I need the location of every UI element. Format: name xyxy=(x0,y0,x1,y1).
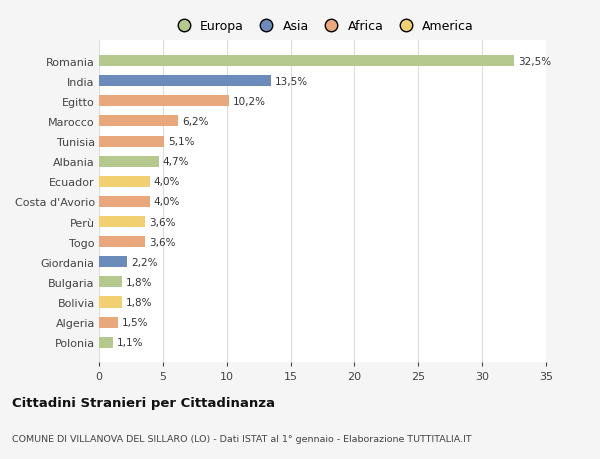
Text: 1,8%: 1,8% xyxy=(126,297,152,308)
Text: 3,6%: 3,6% xyxy=(149,237,175,247)
Text: 13,5%: 13,5% xyxy=(275,77,308,86)
Bar xyxy=(99,196,150,207)
Text: 1,1%: 1,1% xyxy=(117,337,143,347)
Bar xyxy=(99,176,150,187)
Text: 4,0%: 4,0% xyxy=(154,197,180,207)
Bar xyxy=(99,337,113,348)
Text: 4,7%: 4,7% xyxy=(163,157,190,167)
Text: COMUNE DI VILLANOVA DEL SILLARO (LO) - Dati ISTAT al 1° gennaio - Elaborazione T: COMUNE DI VILLANOVA DEL SILLARO (LO) - D… xyxy=(12,434,472,442)
Text: 6,2%: 6,2% xyxy=(182,117,209,127)
Text: Cittadini Stranieri per Cittadinanza: Cittadini Stranieri per Cittadinanza xyxy=(12,396,275,409)
Text: 2,2%: 2,2% xyxy=(131,257,157,267)
Bar xyxy=(99,257,127,268)
Text: 5,1%: 5,1% xyxy=(168,137,194,147)
Bar xyxy=(99,96,229,107)
Bar xyxy=(99,136,164,147)
Text: 3,6%: 3,6% xyxy=(149,217,175,227)
Text: 10,2%: 10,2% xyxy=(233,96,266,106)
Bar xyxy=(99,277,122,288)
Bar xyxy=(99,317,118,328)
Text: 4,0%: 4,0% xyxy=(154,177,180,187)
Bar xyxy=(99,76,271,87)
Text: 1,5%: 1,5% xyxy=(122,318,148,327)
Bar xyxy=(99,156,159,168)
Bar xyxy=(99,236,145,248)
Text: 32,5%: 32,5% xyxy=(518,56,551,67)
Bar xyxy=(99,116,178,127)
Text: 1,8%: 1,8% xyxy=(126,277,152,287)
Legend: Europa, Asia, Africa, America: Europa, Asia, Africa, America xyxy=(166,16,479,39)
Bar xyxy=(99,217,145,228)
Bar xyxy=(99,297,122,308)
Bar xyxy=(99,56,514,67)
